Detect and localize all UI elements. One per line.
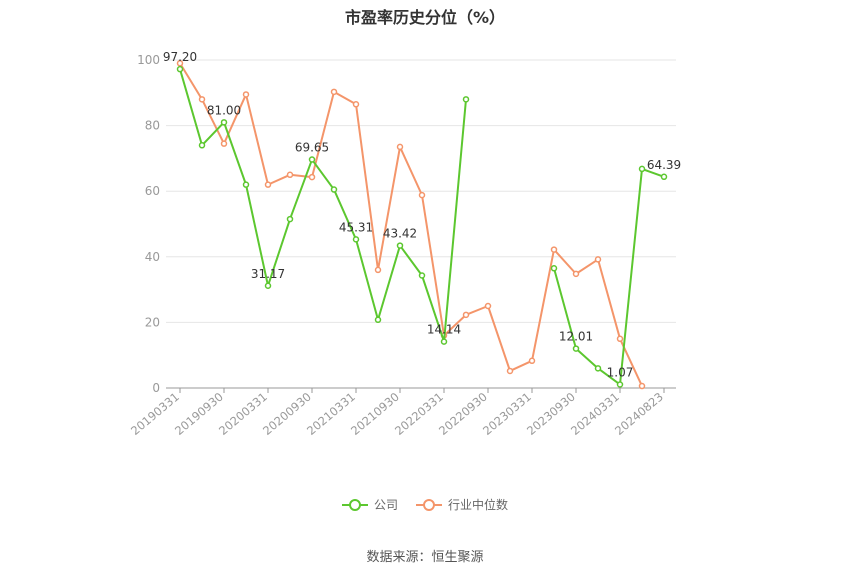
data-point: [242, 181, 250, 188]
source-note: 数据来源：恒生聚源: [366, 550, 484, 565]
data-point: [352, 101, 360, 108]
data-point: [264, 181, 272, 188]
data-label: 69.65: [295, 141, 329, 155]
series-line: [179, 68, 665, 386]
chart-title: 市盈率历史分位（%）: [344, 8, 506, 27]
y-tick-label: 0: [152, 381, 160, 395]
data-point: [418, 272, 426, 279]
data-point: [308, 156, 316, 163]
data-label: 43.42: [383, 227, 417, 241]
data-point: [286, 215, 294, 223]
data-point: [660, 173, 668, 181]
legend-label: 行业中位数: [448, 498, 509, 512]
data-label: 45.31: [339, 220, 373, 234]
data-label: 14.14: [427, 323, 461, 337]
data-point: [572, 345, 580, 352]
data-point: [198, 142, 206, 149]
y-tick-label: 80: [145, 119, 160, 133]
data-point: [374, 266, 382, 274]
data-point: [286, 171, 294, 179]
data-point: [638, 382, 646, 390]
data-point: [594, 365, 602, 372]
data-point: [462, 311, 470, 319]
data-label: 81.00: [207, 103, 241, 117]
data-point: [550, 265, 558, 272]
data-point: [528, 357, 536, 365]
data-label: 1.07: [607, 365, 634, 379]
x-tick-label: 20240823: [612, 390, 666, 438]
data-point: [308, 173, 316, 181]
data-point: [462, 96, 470, 103]
data-label: 12.01: [559, 330, 593, 344]
y-tick-label: 100: [137, 53, 160, 67]
data-point: [572, 270, 580, 278]
data-point: [550, 246, 558, 253]
data-point: [374, 316, 382, 324]
data-label: 97.20: [163, 50, 197, 64]
data-point: [330, 88, 338, 96]
data-point: [616, 381, 624, 388]
series-lines: [176, 60, 668, 390]
legend-swatch: [341, 498, 368, 511]
y-tick-label: 60: [145, 184, 160, 198]
data-point: [264, 282, 272, 290]
data-point: [242, 91, 250, 98]
y-tick-label: 20: [145, 315, 160, 329]
data-point: [352, 236, 360, 243]
legend: 公司 行业中位数: [0, 496, 850, 513]
data-point: [176, 60, 184, 67]
series-line: [179, 62, 643, 387]
data-point: [396, 143, 404, 151]
data-point: [418, 191, 426, 199]
legend-label: 公司: [373, 498, 398, 512]
data-point: [440, 338, 448, 345]
legend-item[interactable]: 行业中位数: [416, 496, 508, 513]
data-point: [396, 242, 404, 249]
legend-item[interactable]: 公司: [341, 496, 398, 513]
data-point: [506, 367, 514, 375]
data-point: [220, 119, 228, 126]
data-point: [330, 186, 338, 193]
legend-swatch: [416, 498, 442, 511]
data-label: 64.39: [647, 158, 681, 172]
data-point: [616, 335, 624, 343]
data-point: [176, 65, 184, 73]
data-point: [220, 140, 228, 147]
data-point: [198, 96, 206, 103]
y-tick-label: 40: [145, 250, 160, 264]
data-point: [594, 256, 602, 263]
data-labels: 97.20 81.00 31.17 69.65 45.31 43.42 14.14 12.01…: [163, 50, 681, 379]
data-point: [484, 302, 492, 310]
series-0: [176, 65, 668, 388]
data-label: 31.17: [251, 267, 285, 281]
data-point: [638, 165, 646, 173]
